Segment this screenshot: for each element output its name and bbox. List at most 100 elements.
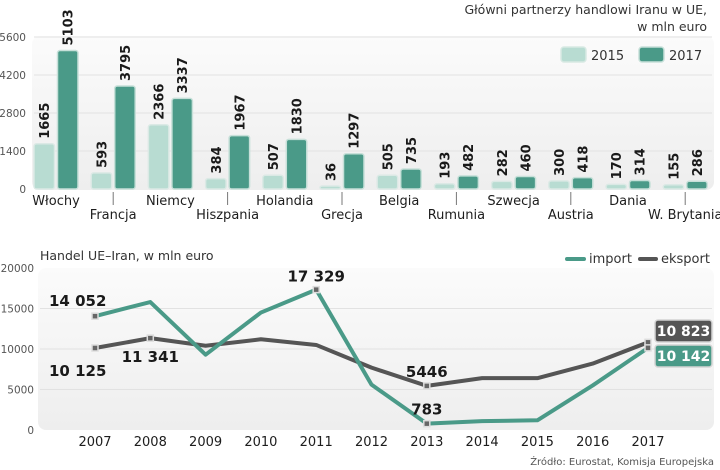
end-value-label-import: 10 142: [657, 349, 711, 365]
line-y-tick-label: 10000: [1, 344, 34, 356]
bar-2015: [319, 185, 342, 190]
bar-2017: [399, 168, 422, 190]
bar-category-label: Hiszpania: [196, 208, 259, 223]
bar-value-label: 193: [439, 152, 454, 179]
legend-swatch-2015: [560, 46, 587, 63]
bar-category-label: Szwecja: [487, 194, 539, 209]
data-point-marker: [146, 334, 155, 342]
line-x-tick-label: 2010: [244, 435, 277, 450]
bar-category-label: Rumunia: [428, 208, 485, 223]
legend-swatch-2017: [638, 46, 665, 63]
bar-chart-title: Główni partnerzy handlowi Iranu w UE,: [464, 2, 707, 17]
line-x-tick-label: 2009: [189, 435, 222, 450]
bar-2017: [228, 134, 251, 190]
bar-2017: [571, 176, 594, 190]
bar-y-tick-label: 2800: [0, 108, 26, 120]
bar-category-label: Niemcy: [146, 194, 195, 209]
bar-value-label: 507: [267, 143, 282, 170]
line-x-tick-label: 2016: [576, 435, 609, 450]
line-chart-x-axis: 2007 2008 2009 2010 2011 2012 2013 2014 2015 2016…: [78, 435, 664, 450]
bar-chart-grid: [34, 36, 712, 152]
line-value-label: 14 052: [49, 292, 106, 310]
bar-y-tick-label: 5600: [0, 32, 26, 44]
bar-chart-legend: 2015 2017: [560, 46, 702, 64]
line-x-tick-label: 2012: [355, 435, 388, 450]
bar-value-label: 286: [691, 149, 706, 176]
bar-value-label: 3337: [176, 57, 191, 93]
line-x-tick-label: 2015: [521, 435, 554, 450]
bar-category-label: Dania: [609, 194, 647, 209]
line-y-tick-label: 15000: [1, 304, 34, 316]
line-x-tick-label: 2017: [631, 435, 664, 450]
line-chart-title: Handel UE–Iran, w mln euro: [40, 248, 214, 263]
line-value-label: 11 341: [122, 348, 179, 366]
bar-2015: [376, 174, 399, 190]
line-y-tick-label: 20000: [1, 263, 34, 275]
bar-value-label: 418: [577, 146, 592, 173]
line-y-tick-label: 0: [27, 425, 34, 437]
data-point-marker: [91, 344, 99, 352]
bar-value-label: 482: [462, 144, 477, 171]
bar-category-label: Belgia: [379, 194, 419, 209]
bar-2017: [342, 153, 365, 190]
bar-value-label: 593: [95, 141, 110, 168]
bar-2015: [33, 143, 56, 190]
bar-value-label: 314: [634, 148, 649, 175]
data-point-marker: [91, 312, 99, 320]
bar-2017: [285, 138, 308, 190]
bar-value-label: 2366: [153, 84, 168, 120]
source-note: Źródło: Eurostat, Komisja Europejska: [530, 455, 714, 468]
bar-2015: [90, 172, 113, 190]
bar-2015: [605, 183, 628, 190]
bar-chart-bars: 1665 5103 593 3795 2366 3337 384 1967 507 1830 36 1…: [33, 9, 708, 190]
line-chart-annotations: 14 052 10 125 11 341 17 329 5446 783 10 823 10 …: [49, 268, 713, 428]
bar-category-label: Grecja: [321, 208, 363, 223]
data-point-marker: [644, 344, 652, 352]
legend-label-2015: 2015: [591, 49, 624, 64]
legend-label-eksport: eksport: [661, 252, 710, 267]
bar-2015: [548, 180, 571, 190]
end-value-label-eksport: 10 823: [657, 324, 711, 340]
bar-category-label: Austria: [548, 208, 594, 223]
line-chart-y-axis: 0 5000 10000 15000 20000: [1, 263, 34, 437]
bar-value-label: 170: [610, 152, 625, 179]
bar-value-label: 282: [496, 149, 511, 176]
line-eksport: [94, 336, 649, 388]
line-x-tick-label: 2008: [134, 435, 167, 450]
bar-2017: [628, 179, 651, 190]
line-chart-legend: import eksport: [565, 252, 710, 267]
bar-value-label: 1967: [233, 94, 248, 130]
line-x-tick-label: 2007: [78, 435, 111, 450]
bar-y-tick-label: 4200: [0, 70, 26, 82]
bar-2015: [490, 180, 513, 190]
bar-value-label: 300: [553, 149, 568, 176]
bar-value-label: 1297: [348, 113, 363, 149]
bar-value-label: 735: [405, 137, 420, 164]
line-chart-series: [94, 287, 650, 426]
bar-value-label: 505: [381, 143, 396, 170]
bar-value-label: 3795: [119, 45, 134, 81]
bar-2017: [113, 85, 136, 190]
bar-value-label: 155: [667, 153, 682, 180]
bar-y-tick-label: 0: [19, 184, 26, 196]
data-point-marker: [312, 285, 320, 294]
end-value-box-eksport: [654, 319, 713, 343]
bar-2017: [514, 175, 537, 190]
bar-2017: [457, 175, 480, 190]
bar-category-label: Francja: [90, 208, 137, 223]
bar-value-label: 1830: [291, 98, 306, 134]
end-value-box-import: [654, 344, 713, 368]
bar-2015: [204, 177, 227, 190]
line-x-tick-label: 2014: [466, 435, 499, 450]
line-x-tick-label: 2011: [300, 435, 333, 450]
bar-chart-subtitle: w mln euro: [637, 19, 707, 34]
bar-category-label: W. Brytania: [648, 208, 720, 223]
line-value-label: 17 329: [287, 268, 344, 286]
legend-label-import: import: [589, 252, 632, 267]
bar-category-label: Holandia: [256, 194, 313, 209]
line-value-label: 783: [411, 401, 442, 419]
bar-2017: [56, 49, 79, 190]
bar-value-label: 460: [519, 144, 534, 171]
